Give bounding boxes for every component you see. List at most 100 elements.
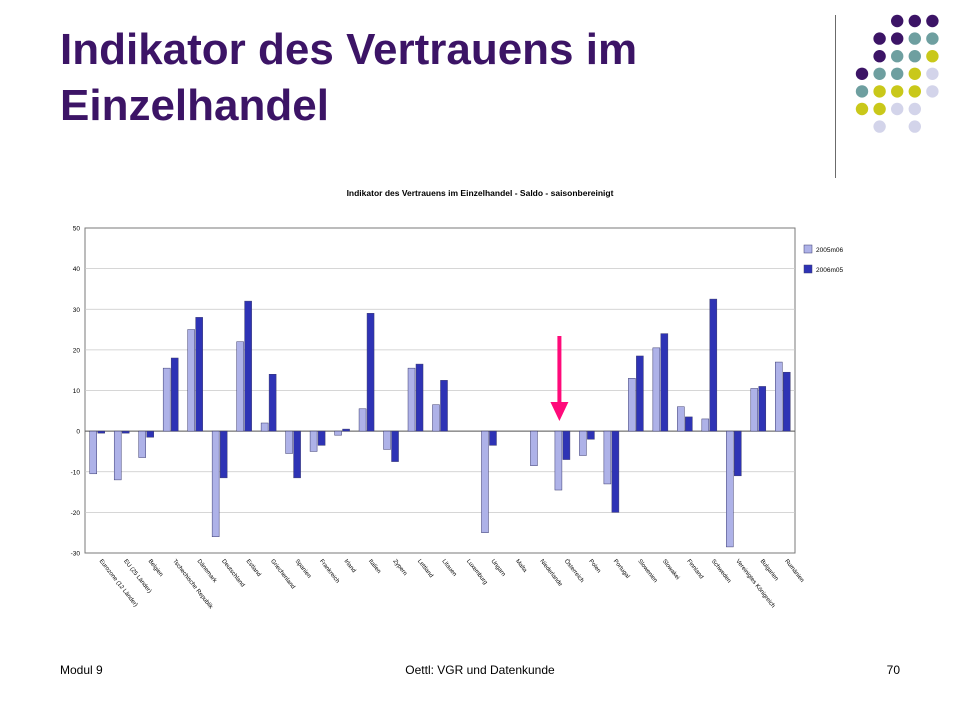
x-tick-label: Malta — [514, 559, 528, 575]
decorative-dot — [891, 14, 904, 28]
decorative-dot — [873, 67, 886, 81]
x-tick-label: Bulgarien — [759, 559, 779, 583]
x-tick-label: Estland — [245, 559, 262, 578]
x-tick-label: Luxemburg — [465, 559, 488, 586]
bar-2006m05 — [366, 313, 375, 432]
bar-2005m06 — [652, 347, 661, 432]
y-tick-label: 0 — [76, 429, 80, 436]
bar-2006m05 — [391, 430, 399, 462]
bar-2006m05 — [195, 317, 203, 432]
x-tick-label: Rumänien — [783, 559, 805, 584]
bar-2006m05 — [97, 430, 105, 434]
decorative-dot — [926, 32, 939, 45]
bar-2006m05 — [146, 430, 154, 438]
bar-2006m05 — [268, 374, 277, 432]
bar-2006m05 — [685, 416, 693, 432]
bar-2005m06 — [677, 406, 685, 432]
footer-course: Oettl: VGR und Datenkunde — [405, 663, 555, 677]
bar-2006m05 — [342, 428, 350, 432]
bar-2005m06 — [113, 430, 122, 481]
bar-2005m06 — [554, 430, 563, 491]
bar-2005m06 — [701, 418, 710, 432]
bar-2006m05 — [783, 371, 791, 432]
bar-2005m06 — [383, 430, 391, 450]
bar-2006m05 — [587, 430, 595, 440]
decorative-dot — [908, 120, 921, 133]
bar-2005m06 — [187, 329, 195, 432]
decorative-dot — [855, 67, 869, 81]
bar-2005m06 — [481, 430, 489, 533]
x-tick-label: Griechenland — [269, 559, 296, 591]
y-tick-label: -30 — [71, 551, 81, 558]
x-tick-label: Belgien — [147, 559, 164, 578]
bar-2006m05 — [734, 430, 742, 477]
decorative-dot — [891, 67, 904, 81]
bar-2006m05 — [244, 300, 252, 432]
bar-2005m06 — [432, 404, 440, 432]
x-tick-label: Zypern — [391, 559, 407, 577]
bar-2006m05 — [758, 386, 767, 432]
x-tick-label: Deutschland — [220, 559, 245, 589]
footer-module: Modul 9 — [60, 663, 103, 677]
x-tick-label: Irland — [342, 559, 356, 575]
bar-2006m05 — [611, 430, 620, 513]
decorative-dot — [855, 85, 869, 98]
y-tick-label: 10 — [73, 388, 81, 395]
chart-title: Indikator des Vertrauens im Einzelhandel… — [347, 188, 614, 198]
x-tick-label: Slowakei — [661, 559, 681, 582]
x-tick-label: Portugal — [612, 559, 630, 580]
x-tick-label: Finnland — [685, 559, 704, 581]
highlight-arrow-icon — [550, 336, 569, 421]
decorative-dot — [926, 67, 939, 81]
bar-2006m05 — [709, 298, 718, 432]
y-tick-label: 30 — [73, 307, 81, 314]
bar-2005m06 — [260, 422, 269, 432]
bar-2005m06 — [628, 378, 636, 432]
decorative-dot — [908, 50, 921, 63]
bar-2005m06 — [750, 388, 759, 432]
x-tick-label: Österreich — [563, 558, 586, 584]
decorative-dot — [873, 32, 886, 45]
y-tick-label: 20 — [73, 347, 81, 354]
x-tick-label: Italien — [367, 559, 382, 575]
y-tick-label: 40 — [73, 266, 81, 273]
bar-2005m06 — [89, 430, 97, 475]
bar-2005m06 — [334, 430, 342, 436]
decorative-dot — [926, 14, 939, 28]
x-tick-label: Schweden — [710, 559, 732, 585]
bar-2005m06 — [530, 430, 538, 466]
decorative-dot — [908, 32, 921, 45]
bar-2006m05 — [170, 357, 179, 432]
y-tick-label: 50 — [73, 226, 81, 233]
bar-2005m06 — [775, 361, 783, 432]
bar-2005m06 — [726, 430, 734, 548]
legend-swatch — [803, 244, 813, 254]
dot-grid-icon — [855, 14, 939, 133]
decorative-divider-line — [835, 15, 836, 178]
decorative-dot — [873, 85, 886, 98]
decorative-dot — [855, 102, 869, 116]
x-tick-label: Polen — [587, 559, 601, 575]
decorative-dot — [891, 85, 904, 98]
x-tick-label: Ungarn — [489, 559, 506, 578]
decorative-dot — [908, 102, 921, 116]
bar-2005m06 — [236, 341, 244, 432]
bar-2006m05 — [440, 380, 448, 432]
y-tick-label: -10 — [71, 469, 81, 476]
decorative-dot — [873, 50, 886, 63]
bar-2005m06 — [285, 430, 293, 454]
bar-2005m06 — [603, 430, 612, 485]
x-tick-label: Spanien — [294, 559, 312, 580]
bar-2006m05 — [562, 430, 571, 460]
bar-2006m05 — [415, 363, 424, 432]
x-tick-label: Litauen — [440, 559, 457, 578]
bar-2005m06 — [579, 430, 587, 456]
bar-2005m06 — [309, 430, 318, 452]
bar-2006m05 — [660, 333, 669, 432]
decorative-dot — [891, 50, 904, 63]
decorative-dot — [908, 67, 921, 81]
legend-label: 2005m06 — [816, 247, 843, 254]
bar-2005m06 — [162, 367, 171, 432]
x-tick-label: Frankreich — [318, 559, 340, 585]
